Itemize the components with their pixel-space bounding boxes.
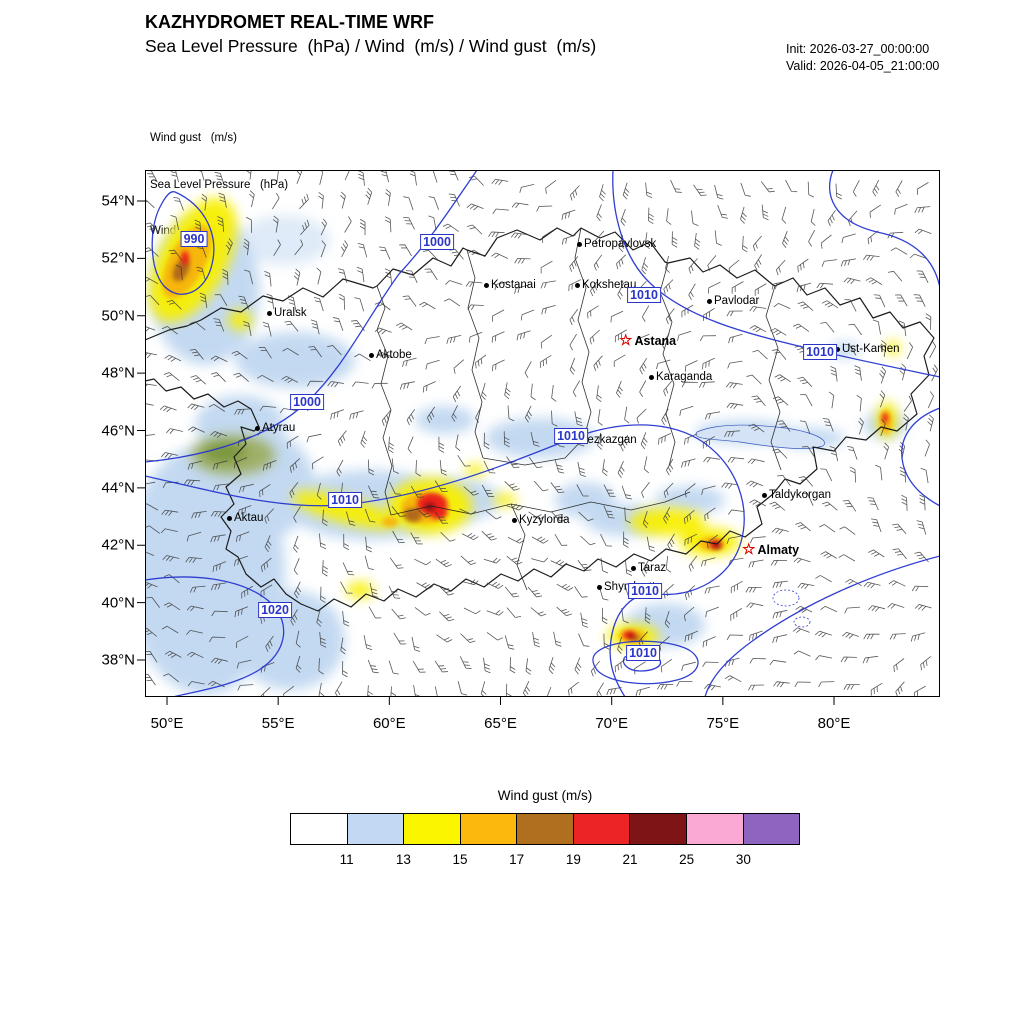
colorbar-tick: 30 [735,852,751,867]
lat-tick-label: 50°N [101,307,135,325]
colorbar-tick-labels: 11 13 15 17 19 21 25 30 [290,845,800,875]
lon-tick-label: 65°E [484,715,517,732]
field-legend-gust: Wind gust (m/s) [150,132,237,144]
lon-tick-label: 50°E [150,715,184,732]
colorbar-cells [290,813,801,845]
colorbar-tick: 25 [679,852,695,867]
lat-tick-label: 52°N [101,249,135,267]
init-time-label: Init: 2026-03-27_00:00:00 [786,42,930,56]
map-canvas [137,170,940,705]
colorbar-cell-8 [742,813,801,845]
contour-small-ring [772,589,800,607]
contour-right-top [829,170,940,289]
axis-ticks [137,200,835,705]
lon-tick-label: 75°E [706,715,740,732]
lat-tick-label: 48°N [101,364,135,382]
colorbar-cell-4 [516,813,574,845]
admin-borders [145,227,935,612]
lon-tick-label: 70°E [595,715,629,732]
country-border [145,227,935,612]
colorbar-tick: 13 [395,852,411,867]
page-title: KAZHYDROMET REAL-TIME WRF [145,12,434,32]
colorbar-tick: 11 [339,852,354,867]
weather-map: Petropavlovsk Kostanai Kokshetau Pavlodar Ur… [101,170,940,732]
colorbar-tick: 15 [452,852,468,867]
colorbar-cell-6 [629,813,687,845]
colorbar-cell-0 [290,813,348,845]
gust-shading-layer [145,197,907,695]
map-frame [145,170,940,697]
wind-barbs-layer [145,170,938,697]
colorbar-title: Wind gust (m/s) [497,788,593,803]
colorbar-cell-5 [572,813,631,845]
lat-tick-label: 54°N [101,192,135,210]
lat-tick-label: 40°N [101,594,135,612]
colorbar-tick: 19 [565,852,581,867]
lat-tick-label: 38°N [101,651,135,669]
contour-right-mid [901,407,940,507]
colorbar-cell-7 [685,813,744,845]
colorbar: 11 13 15 17 19 21 25 30 [290,813,801,867]
colorbar-cell-2 [403,813,461,845]
colorbar-tick: 17 [509,852,525,867]
oblast-borders [376,227,782,591]
contour-1010-south-inner [622,653,662,672]
lake-balkhash [695,424,825,449]
lat-tick-label: 44°N [101,479,135,497]
colorbar-cell-1 [346,813,405,845]
field-legend-slp: Sea Level Pressure (hPa) [150,178,289,191]
contour-small-ring [793,616,811,628]
colorbar-tick: 21 [622,852,638,867]
lat-tick-label: 42°N [101,536,135,554]
lat-tick-label: 46°N [101,422,135,439]
page-subtitle: Sea Level Pressure (hPa) / Wind (m/s) / … [145,36,597,56]
lon-tick-label: 60°E [372,715,406,732]
valid-time-label: Valid: 2026-04-05_21:00:00 [786,59,940,73]
colorbar-cell-3 [459,813,518,845]
contour-1010-south-loop [592,640,699,685]
contour-bottom-right [704,555,940,697]
lon-tick-label: 55°E [261,715,295,732]
contour-1010-north [612,170,940,378]
contour-1020 [145,576,285,697]
model-times: Init: 2026-03-27_00:00:00 Valid: 2026-04… [786,41,939,75]
contour-990 [151,191,215,295]
contour-1000 [145,170,478,463]
lon-tick-label: 80°E [817,715,851,732]
